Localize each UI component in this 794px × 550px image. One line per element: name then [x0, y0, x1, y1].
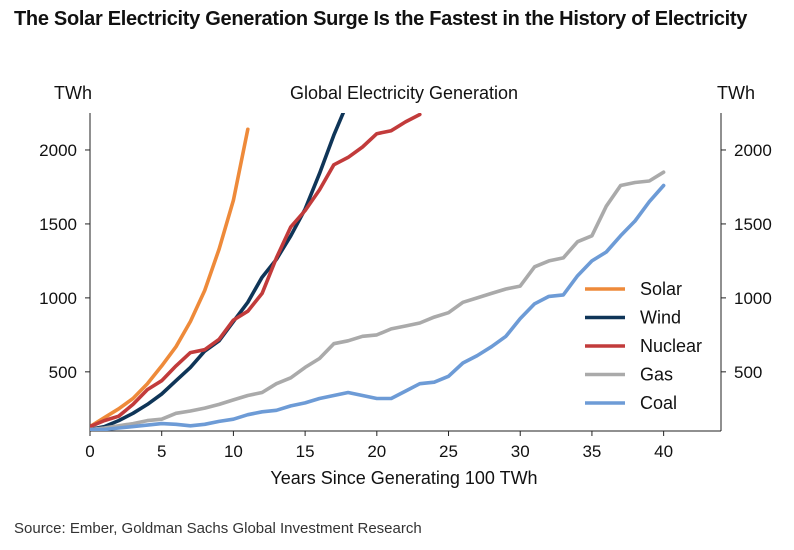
y-tick-label-right: 2000 [734, 141, 772, 160]
legend-label-solar: Solar [640, 279, 682, 299]
y-axis-label-right: TWh [717, 83, 755, 103]
source-note: Source: Ember, Goldman Sachs Global Inve… [14, 520, 422, 537]
x-tick-label: 5 [157, 442, 166, 461]
x-tick-label: 40 [654, 442, 673, 461]
x-tick-label: 25 [439, 442, 458, 461]
series-line-solar [90, 127, 250, 429]
x-tick-label: 30 [511, 442, 530, 461]
legend-label-gas: Gas [640, 365, 673, 385]
series-line-coal [90, 183, 666, 431]
series-line-gas [90, 170, 666, 431]
x-tick-label: 0 [85, 442, 94, 461]
series-layer [90, 113, 666, 431]
legend-label-nuclear: Nuclear [640, 336, 702, 356]
series-line-nuclear [90, 113, 422, 429]
y-tick-label-right: 1000 [734, 289, 772, 308]
chart-title: Global Electricity Generation [290, 83, 518, 103]
y-tick-label-left: 1500 [39, 215, 77, 234]
x-tick-label: 15 [296, 442, 315, 461]
y-tick-label-left: 500 [49, 363, 77, 382]
y-tick-label-left: 1000 [39, 289, 77, 308]
x-tick-label: 35 [582, 442, 601, 461]
x-axis-label: Years Since Generating 100 TWh [270, 468, 537, 488]
legend-label-coal: Coal [640, 393, 677, 413]
legend: Solar Wind Nuclear Gas Coal [585, 279, 702, 413]
headline: The Solar Electricity Generation Surge I… [14, 8, 748, 30]
legend-label-wind: Wind [640, 308, 681, 328]
y-tick-label-right: 1500 [734, 215, 772, 234]
series-line-wind [90, 113, 346, 431]
x-tick-label: 20 [367, 442, 386, 461]
y-axis-label-left: TWh [54, 83, 92, 103]
y-tick-label-right: 500 [734, 363, 762, 382]
axes: 500 500 1000 1000 1500 1500 2000 2000 0 5 10 15 20 25… [39, 113, 772, 461]
x-tick-label: 10 [224, 442, 243, 461]
y-tick-label-left: 2000 [39, 141, 77, 160]
